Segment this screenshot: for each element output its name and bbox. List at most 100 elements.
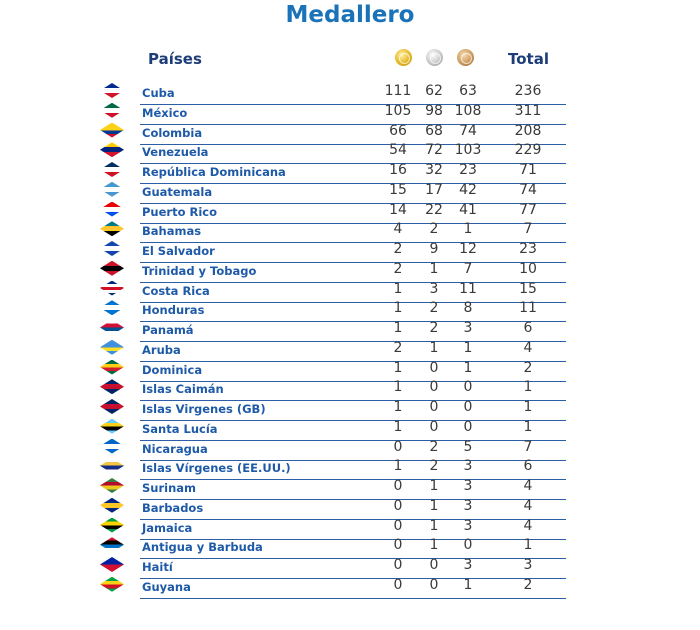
bronze-count: 23: [459, 162, 477, 178]
total-count: 1: [523, 399, 533, 415]
bronze-count: 1: [463, 221, 473, 238]
bronze-count: 12: [459, 241, 477, 257]
total-count: 3: [523, 557, 533, 573]
gold-count: 1: [393, 418, 403, 435]
row-divider: [140, 360, 566, 362]
country-name: Bahamas: [142, 224, 202, 239]
row-divider: [140, 341, 566, 342]
country-flag-icon: [100, 418, 124, 434]
row-divider: [140, 538, 566, 540]
country-name: Costa Rica: [142, 283, 210, 298]
total-count: 11: [519, 300, 537, 317]
country-name: Islas Caimán: [142, 382, 224, 397]
table-row: Jamaica 0 1 3 4: [100, 517, 566, 540]
total-count: 311: [514, 102, 542, 119]
country-flag-icon: [100, 557, 124, 572]
silver-count: 9: [429, 241, 439, 257]
table-row: Antigua y Barbuda 0 1 0 1: [100, 537, 566, 560]
silver-count: 2: [429, 320, 439, 336]
total-count: 4: [523, 517, 533, 534]
country-name: Guyana: [142, 579, 191, 594]
silver-count: 1: [429, 339, 439, 356]
country-flag-icon: [100, 102, 124, 118]
silver-count: 0: [429, 399, 439, 415]
country-name: Surinam: [142, 481, 197, 495]
bronze-count: 0: [463, 399, 473, 415]
table-row: Santa Lucía 1 0 0 1: [100, 418, 566, 441]
gold-count: 14: [389, 201, 407, 218]
table-row: Islas Caimán 1 0 0 1: [100, 379, 566, 402]
table-row: Bahamas 4 2 1 7: [100, 221, 566, 244]
row-divider: [140, 183, 566, 184]
bronze-count: 3: [463, 557, 473, 573]
total-count: 10: [519, 260, 537, 277]
bronze-medal-icon: [457, 49, 474, 66]
gold-count: 111: [384, 83, 412, 99]
total-count: 229: [514, 142, 542, 159]
country-name: El Salvador: [142, 244, 215, 258]
country-name: Islas Virgenes (GB): [142, 402, 266, 416]
table-row: Panamá 1 2 3 6: [100, 320, 566, 342]
silver-count: 32: [425, 162, 443, 178]
country-name: Barbados: [142, 500, 204, 515]
table-row: México 105 98 108 311: [100, 102, 566, 125]
row-divider: [140, 597, 566, 599]
silver-count: 1: [429, 478, 439, 494]
row-divider: [140, 242, 566, 244]
row-divider: [140, 321, 566, 323]
bronze-count: 103: [454, 142, 482, 159]
gold-count: 0: [393, 537, 403, 554]
country-flag-icon: [100, 122, 124, 138]
country-flag-icon: [100, 260, 124, 276]
table-row: Honduras 1 2 8 11: [100, 300, 566, 323]
total-count: 77: [519, 201, 537, 218]
country-name: Nicaragua: [142, 441, 208, 456]
gold-count: 0: [393, 478, 403, 494]
country-name: Honduras: [142, 303, 205, 318]
page-title: Medallero: [285, 2, 415, 28]
table-row: Guatemala 15 17 42 74: [100, 181, 566, 204]
country-name: Trinidad y Tobago: [142, 263, 257, 278]
silver-count: 2: [429, 438, 439, 455]
table-row: Venezuela 54 72 103 229: [100, 142, 566, 165]
bronze-count: 3: [463, 320, 473, 336]
country-name: Islas Vírgenes (EE.UU.): [142, 461, 291, 476]
total-count: 7: [523, 221, 533, 238]
total-count: 71: [519, 162, 537, 178]
bronze-count: 3: [463, 517, 473, 534]
table-row: Puerto Rico 14 22 41 77: [100, 201, 566, 224]
table-row: Surinam 0 1 3 4: [100, 478, 566, 500]
country-flag-icon: [100, 83, 124, 98]
country-name: República Dominicana: [142, 165, 286, 179]
table-row: Islas Virgenes (GB) 1 0 0 1: [100, 399, 566, 421]
total-count: 4: [523, 497, 533, 514]
row-divider: [140, 439, 566, 441]
country-name: Dominica: [142, 362, 203, 377]
total-count: 236: [514, 83, 542, 99]
total-count: 208: [514, 122, 542, 139]
bronze-count: 3: [463, 458, 473, 475]
bronze-count: 7: [463, 260, 473, 277]
gold-count: 1: [393, 359, 403, 376]
gold-count: 0: [393, 438, 403, 455]
row-divider: [140, 143, 566, 145]
country-name: Colombia: [142, 125, 203, 140]
silver-count: 3: [429, 280, 439, 297]
row-divider: [140, 163, 566, 165]
row-divider: [140, 281, 566, 283]
country-name: Puerto Rico: [142, 204, 218, 219]
silver-count: 98: [425, 102, 443, 119]
gold-count: 15: [389, 181, 407, 198]
gold-count: 2: [393, 260, 403, 277]
row-divider: [140, 499, 566, 500]
silver-count: 1: [429, 260, 439, 277]
row-divider: [140, 301, 566, 303]
country-flag-icon: [100, 201, 124, 217]
bronze-count: 1: [463, 359, 473, 376]
table-row: Trinidad y Tobago 2 1 7 10: [100, 260, 566, 283]
country-name: Venezuela: [142, 145, 209, 160]
row-divider: [140, 518, 566, 520]
total-count: 7: [523, 438, 533, 455]
bronze-count: 41: [459, 201, 477, 218]
gold-count: 4: [393, 221, 403, 238]
